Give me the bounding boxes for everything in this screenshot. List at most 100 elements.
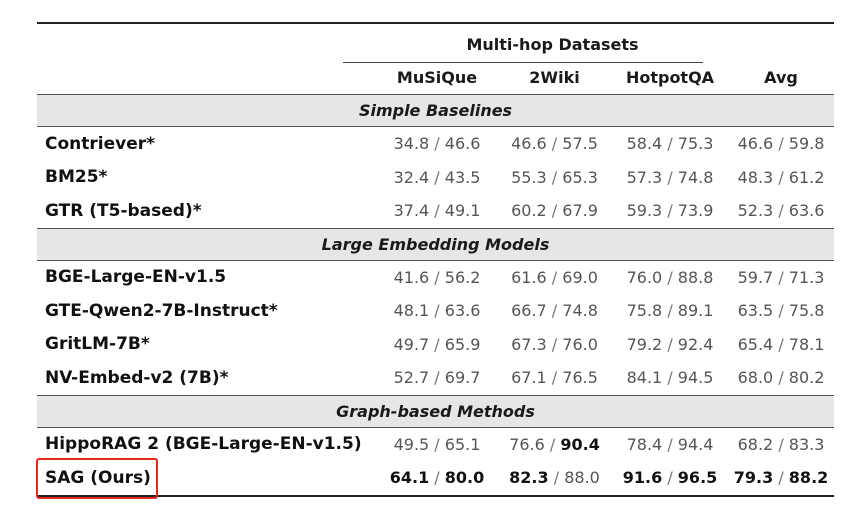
score-separator: / — [667, 334, 673, 354]
f1-score: 74.8 — [677, 167, 714, 187]
f1-score: 76.0 — [562, 334, 598, 354]
f1-score: 69.0 — [562, 267, 598, 287]
section-title: Simple Baselines — [37, 94, 835, 127]
f1-score: 94.4 — [677, 434, 714, 454]
score-cell-musique: 49.5 / 65.1 — [377, 427, 497, 461]
table-row: Contriever* 34.8 / 46.6 46.6 / 57.5 58.4 / … — [37, 127, 834, 161]
em-score: 82.3 — [509, 468, 549, 488]
score-separator: / — [778, 267, 784, 287]
score-separator: / — [551, 201, 558, 221]
table-row: SAG (Ours) 64.1 / 80.0 82.3 / 88.0 91.6 / 9… — [37, 461, 835, 497]
em-score: 76.6 — [509, 434, 545, 454]
f1-score: 76.5 — [562, 368, 598, 388]
f1-score: 65.9 — [444, 334, 481, 354]
score-separator: / — [551, 301, 558, 321]
f1-score: 75.3 — [677, 134, 714, 154]
f1-score: 65.1 — [444, 434, 481, 454]
score-separator: / — [667, 368, 673, 388]
em-score: 68.2 — [737, 434, 774, 454]
results-table: Multi-hop Datasets MuSiQue 2Wiki HotpotQ… — [37, 22, 835, 497]
f1-score: 59.8 — [788, 134, 825, 154]
group-header-label: Multi-hop Datasets — [466, 35, 639, 54]
score-separator: / — [667, 301, 673, 321]
score-separator: / — [551, 368, 558, 388]
score-cell-hotpotqa: 59.3 / 73.9 — [612, 194, 728, 228]
score-cell-2wiki: 76.6 / 90.4 — [497, 427, 612, 461]
em-score: 49.7 — [393, 334, 430, 354]
score-separator: / — [551, 134, 558, 154]
score-separator: / — [667, 167, 673, 187]
score-separator: / — [434, 167, 440, 187]
score-separator: / — [434, 434, 440, 454]
header-row-columns: MuSiQue 2Wiki HotpotQA Avg — [37, 60, 834, 95]
table-row: GTR (T5-based)* 37.4 / 49.1 60.2 / 67.9 59.… — [37, 194, 834, 228]
score-cell-2wiki: 67.1 / 76.5 — [497, 361, 612, 395]
em-score: 48.3 — [737, 167, 774, 187]
f1-score: 90.4 — [560, 434, 600, 454]
em-score: 79.3 — [733, 468, 774, 488]
score-cell-2wiki: 82.3 / 88.0 — [497, 461, 612, 497]
score-separator: / — [778, 468, 784, 488]
em-score: 64.1 — [389, 468, 430, 488]
em-score: 67.1 — [511, 368, 547, 388]
em-score: 65.4 — [737, 334, 774, 354]
score-cell-avg: 65.4 / 78.1 — [728, 328, 834, 362]
score-separator: / — [778, 334, 784, 354]
score-cell-musique: 52.7 / 69.7 — [377, 361, 497, 395]
score-cell-hotpotqa: 84.1 / 94.5 — [612, 361, 728, 395]
em-score: 67.3 — [511, 334, 547, 354]
score-separator: / — [551, 167, 558, 187]
score-separator: / — [667, 434, 673, 454]
model-name: SAG (Ours) — [37, 461, 377, 497]
results-table-wrap: Multi-hop Datasets MuSiQue 2Wiki HotpotQ… — [37, 22, 835, 497]
score-cell-musique: 64.1 / 80.0 — [377, 461, 497, 497]
f1-score: 69.7 — [444, 368, 481, 388]
score-separator: / — [667, 468, 673, 488]
model-name: BGE-Large-EN-v1.5 — [45, 267, 227, 288]
column-header-2wiki: 2Wiki — [529, 67, 580, 87]
score-cell-avg: 59.7 / 71.3 — [728, 260, 834, 294]
column-header-musique: MuSiQue — [396, 67, 478, 87]
score-cell-2wiki: 66.7 / 74.8 — [497, 294, 612, 328]
f1-score: 43.5 — [444, 167, 481, 187]
f1-score: 75.8 — [788, 301, 825, 321]
f1-score: 67.9 — [562, 201, 598, 221]
section-row: Graph-based Methods — [37, 394, 835, 428]
em-score: 63.5 — [737, 301, 774, 321]
score-cell-hotpotqa: 75.8 / 89.1 — [612, 294, 728, 328]
score-cell-avg: 68.0 / 80.2 — [728, 361, 834, 395]
section-row: Simple Baselines — [37, 94, 835, 127]
f1-score: 71.3 — [788, 267, 825, 287]
score-separator: / — [778, 134, 784, 154]
score-cell-hotpotqa: 76.0 / 88.8 — [612, 260, 728, 294]
f1-score: 83.3 — [788, 434, 825, 454]
score-cell-musique: 49.7 / 65.9 — [377, 328, 497, 362]
em-score: 66.7 — [511, 301, 547, 321]
score-separator: / — [434, 368, 440, 388]
score-separator: / — [778, 167, 784, 187]
table-row: HippoRAG 2 (BGE-Large-EN-v1.5) 49.5 / 65.… — [37, 427, 834, 461]
score-separator: / — [434, 468, 440, 488]
section-title: Large Embedding Models — [37, 227, 835, 261]
score-cell-2wiki: 67.3 / 76.0 — [497, 328, 612, 362]
em-score: 34.8 — [393, 134, 430, 154]
score-separator: / — [434, 201, 440, 221]
score-cell-2wiki: 60.2 / 67.9 — [497, 194, 612, 228]
score-separator: / — [434, 267, 440, 287]
score-cell-hotpotqa: 78.4 / 94.4 — [612, 427, 728, 461]
model-name: HippoRAG 2 (BGE-Large-EN-v1.5) — [45, 434, 362, 455]
f1-score: 94.5 — [677, 368, 714, 388]
score-separator: / — [778, 368, 784, 388]
score-cell-hotpotqa: 79.2 / 92.4 — [612, 328, 728, 362]
em-score: 59.7 — [737, 267, 774, 287]
em-score: 68.0 — [737, 368, 774, 388]
group-header: Multi-hop Datasets — [377, 22, 729, 60]
score-separator: / — [434, 134, 440, 154]
score-cell-avg: 48.3 / 61.2 — [728, 161, 834, 195]
em-score: 52.7 — [393, 368, 430, 388]
model-name: GTE-Qwen2-7B-Instruct* — [45, 300, 278, 321]
table-row: GritLM-7B* 49.7 / 65.9 67.3 / 76.0 79.2 / 9… — [37, 328, 834, 362]
score-separator: / — [778, 434, 784, 454]
score-cell-hotpotqa: 58.4 / 75.3 — [612, 127, 728, 161]
score-cell-hotpotqa: 91.6 / 96.5 — [612, 461, 729, 497]
